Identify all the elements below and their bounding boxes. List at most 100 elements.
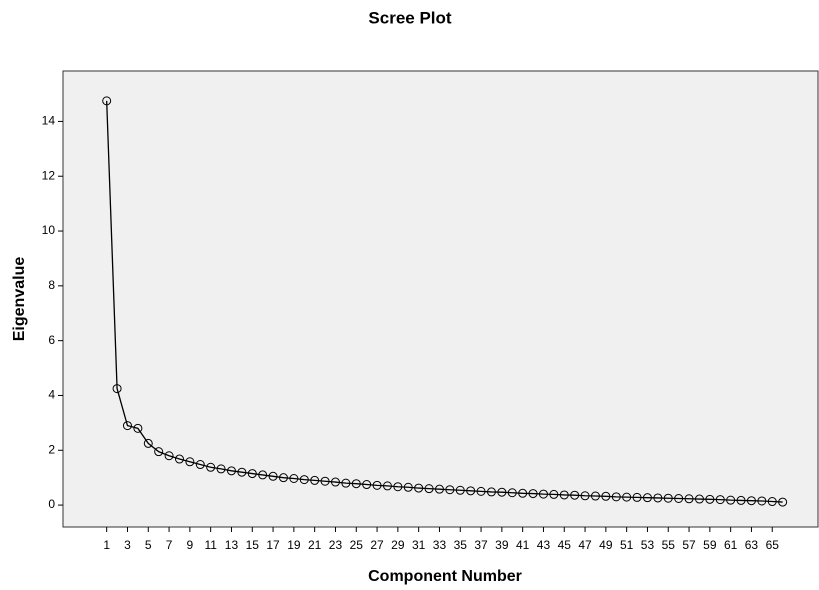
data-point [393,482,403,492]
x-tick-label: 23 [329,538,343,552]
y-axis-label: Eigenvalue [11,257,28,342]
x-tick-label: 57 [682,538,696,552]
x-tick-label: 65 [766,538,780,552]
data-point [445,485,455,495]
data-point [362,480,372,490]
x-tick-label: 53 [641,538,655,552]
data-point [528,489,538,499]
x-tick-label: 45 [558,538,572,552]
data-point [497,487,507,497]
data-point [434,484,444,494]
data-point [278,473,288,483]
data-point [143,438,153,448]
data-point [174,454,184,464]
data-point [310,475,320,485]
data-point [642,493,652,503]
data-point [757,496,767,506]
data-point [185,457,195,467]
data-point [632,492,642,502]
data-point [299,475,309,485]
x-tick-label: 13 [225,538,239,552]
data-point [133,423,143,433]
data-point [538,489,548,499]
x-tick-label: 39 [495,538,509,552]
x-tick-label: 1 [103,538,110,552]
y-tick-label: 12 [42,168,56,182]
data-point [715,495,725,505]
data-point [549,489,559,499]
data-point [330,477,340,487]
y-tick-label: 6 [48,333,55,347]
data-point [372,480,382,490]
data-point [414,483,424,493]
data-point [663,493,673,503]
x-tick-label: 19 [287,538,301,552]
x-tick-label: 29 [391,538,405,552]
data-point [424,484,434,494]
data-point [122,421,132,431]
data-point [154,447,164,457]
x-tick-label: 11 [204,538,217,552]
data-point [206,462,216,472]
plot-area [62,70,819,528]
x-tick-label: 7 [166,538,173,552]
y-tick-label: 2 [48,442,55,456]
x-axis-label: Component Number [368,568,522,585]
x-tick-label: 41 [516,538,530,552]
data-point [726,495,736,505]
data-point [226,466,236,476]
data-point [778,497,788,507]
x-tick-label: 5 [145,538,152,552]
data-point [320,476,330,486]
data-point [102,96,112,106]
x-tick-label: 25 [350,538,364,552]
data-point [247,469,257,479]
data-point [403,482,413,492]
data-point [216,464,226,474]
x-tick-label: 43 [537,538,551,552]
data-point [611,492,621,502]
data-point [736,495,746,505]
data-point [705,494,715,504]
data-point [289,473,299,483]
x-tick-label: 47 [578,538,592,552]
series-line [106,100,783,503]
data-point [268,471,278,481]
data-point [580,491,590,501]
data-point [590,491,600,501]
data-point [486,487,496,497]
data-point [767,497,777,507]
x-tick-label: 61 [724,538,738,552]
y-tick-label: 14 [42,114,56,128]
data-point [164,451,174,461]
x-tick-label: 27 [370,538,384,552]
data-point [694,494,704,504]
x-tick-label: 3 [124,538,131,552]
x-tick-label: 51 [620,538,634,552]
data-point [258,470,268,480]
data-point [559,490,569,500]
x-tick-label: 15 [246,538,260,552]
x-tick-label: 9 [187,538,194,552]
data-point [341,478,351,488]
data-point [455,485,465,495]
data-point [112,384,122,394]
x-tick-label: 37 [474,538,488,552]
x-tick-label: 17 [266,538,280,552]
data-point [570,490,580,500]
x-tick-label: 55 [662,538,676,552]
data-point [466,486,476,496]
x-tick-label: 63 [745,538,759,552]
y-tick-label: 8 [48,278,55,292]
data-point [507,488,517,498]
y-tick-label: 0 [48,497,55,511]
data-point [195,460,205,470]
data-point [351,479,361,489]
chart-title: Scree Plot [368,8,451,27]
x-tick-label: 31 [412,538,426,552]
y-tick-label: 4 [48,388,55,402]
data-point [601,491,611,501]
x-tick-label: 49 [599,538,613,552]
y-tick-label: 10 [42,223,56,237]
